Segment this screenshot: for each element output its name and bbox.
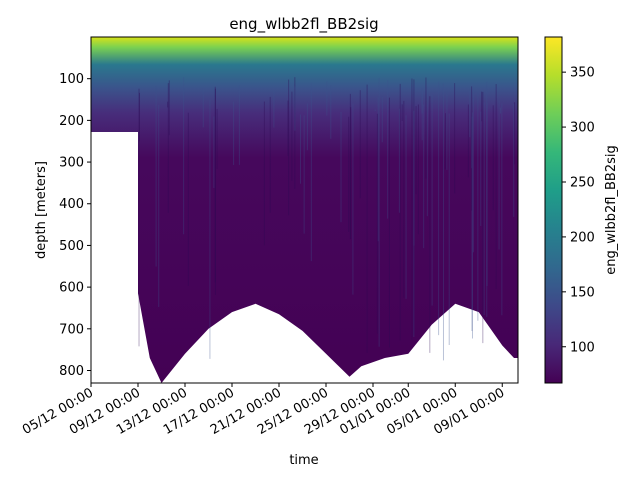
y-tick-label: 100 [59, 72, 84, 87]
colorbar-tick-label: 100 [570, 340, 595, 355]
heatmap-plot-area [91, 37, 518, 383]
heatmap-texture [138, 77, 516, 361]
x-axis-label: time [289, 453, 318, 468]
colorbar-tick-label: 250 [570, 175, 595, 190]
plot-frame [90, 36, 519, 384]
y-tick-label: 700 [59, 322, 84, 337]
y-tick-label: 400 [59, 197, 84, 212]
colorbar [544, 36, 563, 384]
colorbar-tick-label: 200 [570, 230, 595, 245]
y-axis: 100 200 300 400 500 600 700 800 [59, 72, 91, 379]
y-tick-label: 200 [59, 114, 84, 129]
y-tick-label: 500 [59, 239, 84, 254]
heatmap-data-region [91, 37, 518, 383]
y-tick-label: 800 [59, 364, 84, 379]
colorbar-axis: 100 150 200 250 300 350 [562, 66, 595, 355]
y-tick-label: 600 [59, 281, 84, 296]
y-tick-label: 300 [59, 156, 84, 171]
chart-title: eng_wlbb2fl_BB2sig [229, 15, 378, 34]
colorbar-tick-label: 150 [570, 285, 595, 300]
colorbar-label: eng_wlbb2fl_BB2sig [604, 145, 619, 274]
colorbar-tick-label: 350 [570, 66, 595, 81]
colorbar-tick-label: 300 [570, 121, 595, 136]
y-axis-label: depth [meters] [34, 161, 49, 259]
